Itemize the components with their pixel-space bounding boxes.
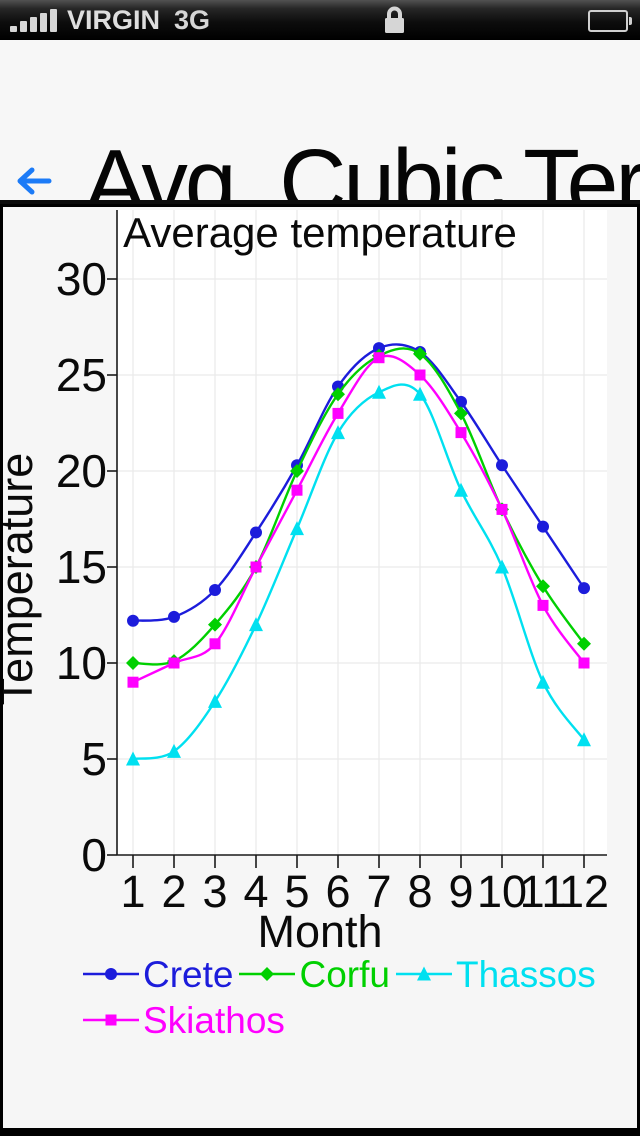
battery-icon [588, 10, 632, 32]
navigation-header: Avg. Cubic Ter [0, 40, 640, 204]
page-title: Avg. Cubic Ter [84, 136, 640, 204]
back-arrow-icon [17, 167, 52, 195]
legend-item-crete: Crete [83, 951, 233, 997]
signal-strength-icon [10, 8, 57, 32]
svg-text:3: 3 [202, 866, 227, 917]
network-type-label: 3G [174, 4, 211, 35]
svg-text:12: 12 [559, 866, 609, 917]
status-bar: VIRGIN 3G [0, 0, 640, 40]
lock-icon [381, 5, 407, 40]
svg-text:10: 10 [477, 866, 527, 917]
svg-text:Average temperature: Average temperature [123, 209, 517, 256]
svg-text:7: 7 [366, 866, 391, 917]
legend-marker-icon [83, 1014, 139, 1026]
legend-item-corfu: Corfu [239, 951, 390, 997]
svg-text:6: 6 [325, 866, 350, 917]
svg-text:10: 10 [56, 637, 107, 689]
legend-marker-icon [83, 968, 139, 980]
legend-marker-icon [395, 966, 452, 981]
legend-label: Crete [143, 953, 234, 995]
legend-label: Thassos [455, 953, 596, 995]
chart-legend: Crete Corfu Thassos Skiathos [83, 951, 640, 1043]
svg-text:11: 11 [520, 866, 567, 917]
svg-text:5: 5 [284, 866, 309, 917]
series-crete [127, 342, 590, 627]
svg-text:Month: Month [257, 906, 382, 957]
svg-text:25: 25 [56, 349, 107, 401]
carrier-label: VIRGIN [67, 4, 161, 35]
svg-text:Temperature: Temperature [3, 453, 42, 706]
temperature-chart-widget: 0 5 10 15 20 25 30 1 2 3 4 5 6 7 8 9 10 11 12 Average tempe… [0, 204, 640, 1131]
svg-text:9: 9 [448, 866, 473, 917]
legend-item-thassos: Thassos [395, 951, 596, 997]
legend-item-skiathos: Skiathos [83, 997, 285, 1043]
series-thassos [126, 383, 591, 766]
legend-marker-icon [239, 967, 296, 981]
svg-text:2: 2 [161, 866, 186, 917]
svg-text:15: 15 [56, 541, 107, 593]
svg-text:5: 5 [81, 733, 107, 785]
legend-label: Skiathos [143, 999, 285, 1041]
series-skiathos [127, 352, 590, 688]
svg-text:20: 20 [56, 445, 107, 497]
svg-text:0: 0 [81, 829, 107, 881]
back-button[interactable] [16, 166, 52, 196]
svg-text:30: 30 [56, 253, 107, 305]
svg-text:1: 1 [120, 866, 145, 917]
legend-label: Corfu [299, 953, 390, 995]
svg-text:4: 4 [243, 866, 268, 917]
svg-text:8: 8 [407, 866, 432, 917]
